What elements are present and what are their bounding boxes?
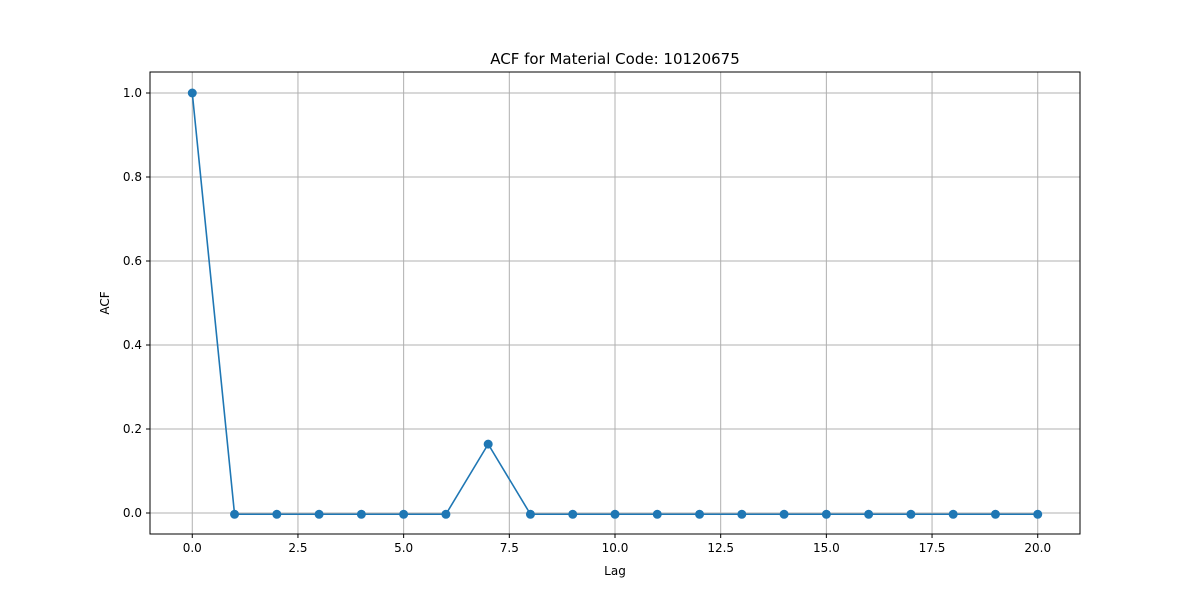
acf-point-lag-15 bbox=[821, 509, 831, 519]
x-tick-label: 7.5 bbox=[500, 541, 519, 555]
x-axis-label: Lag bbox=[604, 564, 626, 578]
acf-point-lag-0 bbox=[187, 88, 197, 98]
x-tick-label: 17.5 bbox=[919, 541, 946, 555]
acf-point-lag-5 bbox=[399, 509, 409, 519]
acf-point-lag-11 bbox=[652, 509, 662, 519]
y-axis-ticks: 0.0 0.2 0.4 0.6 0.8 1.0 bbox=[123, 86, 150, 520]
acf-point-lag-19 bbox=[990, 509, 1000, 519]
x-tick-label: 5.0 bbox=[394, 541, 413, 555]
acf-point-lag-3 bbox=[314, 509, 324, 519]
acf-point-lag-14 bbox=[779, 509, 789, 519]
acf-point-lag-8 bbox=[525, 509, 535, 519]
grid bbox=[150, 72, 1080, 534]
acf-point-lag-13 bbox=[737, 509, 747, 519]
y-tick-label: 1.0 bbox=[123, 86, 142, 100]
acf-point-lag-20 bbox=[1033, 509, 1043, 519]
acf-point-lag-10 bbox=[610, 509, 620, 519]
acf-point-lag-17 bbox=[906, 509, 916, 519]
y-tick-label: 0.2 bbox=[123, 422, 142, 436]
y-tick-label: 0.6 bbox=[123, 254, 142, 268]
chart-title: ACF for Material Code: 10120675 bbox=[490, 50, 740, 68]
x-tick-label: 2.5 bbox=[288, 541, 307, 555]
x-tick-label: 10.0 bbox=[602, 541, 629, 555]
x-tick-label: 12.5 bbox=[707, 541, 734, 555]
acf-point-lag-4 bbox=[356, 509, 366, 519]
y-tick-label: 0.8 bbox=[123, 170, 142, 184]
acf-point-lag-18 bbox=[948, 509, 958, 519]
acf-point-lag-6 bbox=[441, 509, 451, 519]
y-tick-label: 0.4 bbox=[123, 338, 142, 352]
acf-point-lag-1 bbox=[230, 509, 240, 519]
y-axis-label: ACF bbox=[98, 291, 112, 314]
series-layer bbox=[187, 88, 1043, 519]
acf-point-lag-12 bbox=[695, 509, 705, 519]
acf-point-lag-9 bbox=[568, 509, 578, 519]
x-axis-ticks: 0.0 2.5 5.0 7.5 10.0 12.5 15.0 17.5 20.0 bbox=[183, 534, 1051, 555]
x-tick-label: 0.0 bbox=[183, 541, 202, 555]
x-tick-label: 20.0 bbox=[1024, 541, 1051, 555]
acf-point-lag-7 bbox=[483, 439, 493, 449]
x-tick-label: 15.0 bbox=[813, 541, 840, 555]
y-tick-label: 0.0 bbox=[123, 506, 142, 520]
acf-point-lag-16 bbox=[864, 509, 874, 519]
acf-point-lag-2 bbox=[272, 509, 282, 519]
